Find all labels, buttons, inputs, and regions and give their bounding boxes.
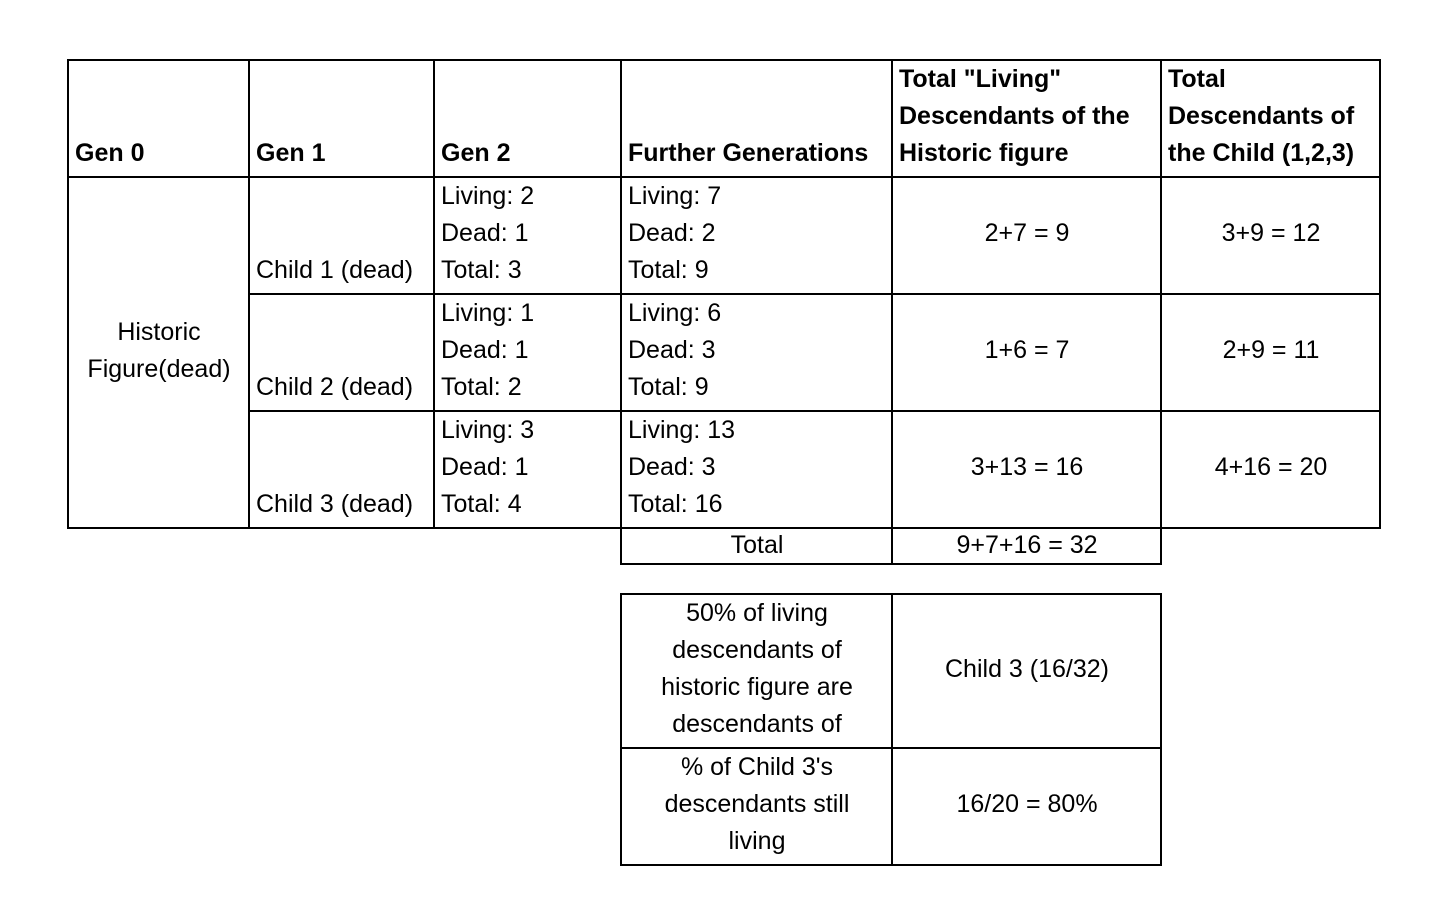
cell-gen1-child2: Child 2 (dead): [248, 293, 435, 412]
cell-summary-label-pct-living: % of Child 3's descendants still living: [620, 747, 893, 866]
header-gen2: Gen 2: [433, 59, 622, 178]
cell-gen1-child1: Child 1 (dead): [248, 176, 435, 295]
cell-child-total-child3: 4+16 = 20: [1160, 410, 1381, 529]
cell-further-child3: Living: 13 Dead: 3 Total: 16: [620, 410, 893, 529]
cell-empty: [249, 528, 434, 564]
cell-living-total-child1: 2+7 = 9: [891, 176, 1162, 295]
cell-gen2-child1: Living: 2 Dead: 1 Total: 3: [433, 176, 622, 295]
cell-total-value: 9+7+16 = 32: [891, 527, 1162, 565]
cell-summary-value-80pct: 16/20 = 80%: [891, 747, 1162, 866]
header-total-descendants-child: Total Descendants of the Child (1,2,3): [1160, 59, 1381, 178]
cell-living-total-child2: 1+6 = 7: [891, 293, 1162, 412]
summary-row-pct-living: % of Child 3's descendants still living …: [620, 747, 1162, 866]
cell-empty: [68, 528, 249, 564]
table-row-child2: Child 2 (dead) Living: 1 Dead: 1 Total: …: [68, 293, 1381, 412]
cell-summary-label-50pct: 50% of living descendants of historic fi…: [620, 593, 893, 749]
cell-gen2-child2: Living: 1 Dead: 1 Total: 2: [433, 293, 622, 412]
header-further-generations: Further Generations: [620, 59, 893, 178]
cell-child-total-child1: 3+9 = 12: [1160, 176, 1381, 295]
cell-total-label: Total: [620, 527, 893, 565]
table-row-child1: Historic Figure(dead) Child 1 (dead) Liv…: [67, 176, 1381, 529]
cell-gen2-child3: Living: 3 Dead: 1 Total: 4: [433, 410, 622, 529]
summary-row-50pct: 50% of living descendants of historic fi…: [620, 593, 1162, 749]
header-row: Gen 0 Gen 1 Gen 2 Further Generations To…: [67, 59, 1381, 178]
cell-further-child2: Living: 6 Dead: 3 Total: 9: [620, 293, 893, 412]
header-gen1: Gen 1: [248, 59, 435, 178]
table-row-total: Total 9+7+16 = 32: [68, 527, 1380, 565]
table-row-child3: Child 3 (dead) Living: 3 Dead: 1 Total: …: [68, 410, 1381, 529]
descendants-table: Gen 0 Gen 1 Gen 2 Further Generations To…: [67, 59, 1381, 565]
cell-further-child1: Living: 7 Dead: 2 Total: 9: [620, 176, 893, 295]
cell-empty: [1161, 528, 1380, 564]
cell-living-total-child3: 3+13 = 16: [891, 410, 1162, 529]
cell-historic-figure: Historic Figure(dead): [67, 176, 250, 529]
header-gen0: Gen 0: [67, 59, 250, 178]
cell-child-total-child2: 2+9 = 11: [1160, 293, 1381, 412]
cell-summary-value-child3: Child 3 (16/32): [891, 593, 1162, 749]
header-total-living-descendants: Total "Living" Descendants of the Histor…: [891, 59, 1162, 178]
cell-gen1-child3: Child 3 (dead): [248, 410, 435, 529]
summary-table: 50% of living descendants of historic fi…: [620, 593, 1162, 866]
cell-empty: [434, 528, 621, 564]
